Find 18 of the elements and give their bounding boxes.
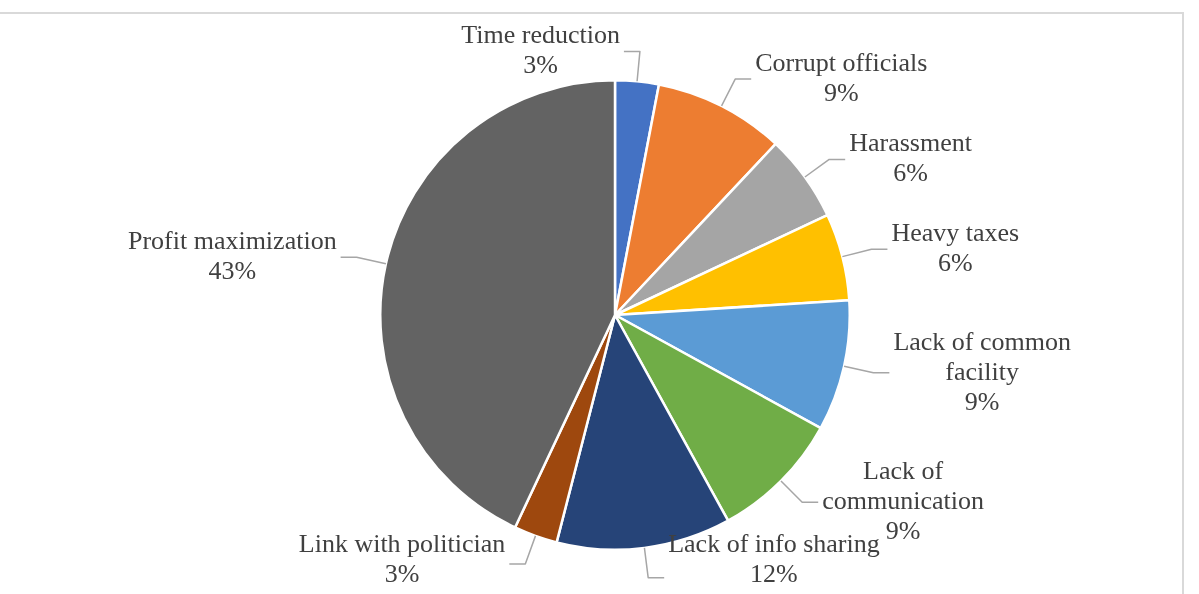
slice-label: Harassment bbox=[849, 128, 973, 158]
data-label: 9% bbox=[885, 516, 921, 546]
data-label: 3% bbox=[384, 558, 420, 588]
slice-label: Corrupt officials bbox=[755, 47, 928, 77]
data-label: 6% bbox=[937, 247, 973, 277]
data-label: 12% bbox=[750, 558, 798, 588]
slice-label: Time reduction bbox=[461, 20, 620, 50]
slice-label: Profit maximization bbox=[127, 226, 337, 256]
data-label: 3% bbox=[523, 50, 558, 80]
data-label: 43% bbox=[208, 256, 257, 286]
data-label: 9% bbox=[823, 77, 859, 107]
data-label: 9% bbox=[964, 386, 1000, 416]
slice-label: Link with politician bbox=[298, 528, 506, 558]
slice-label: Lack of communication bbox=[822, 456, 984, 516]
slice-label: Lack of info sharing bbox=[668, 528, 880, 558]
slice-label: Heavy taxes bbox=[891, 217, 1020, 247]
data-label: 6% bbox=[893, 158, 928, 188]
slice-label: Lack of common facility bbox=[893, 326, 1071, 386]
